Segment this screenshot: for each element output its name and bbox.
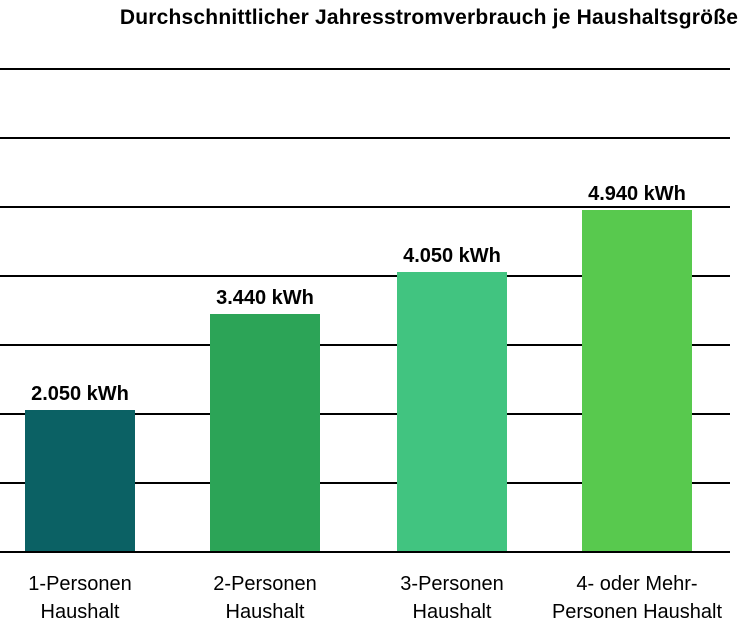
gridline: [0, 68, 730, 70]
gridline: [0, 551, 730, 553]
bar-value-label: 4.050 kWh: [403, 245, 501, 267]
bar-value-label: 4.940 kWh: [588, 183, 686, 205]
x-axis-label-line: Personen Haushalt: [551, 601, 723, 623]
x-axis-label: 3-Personen Haushalt: [332, 570, 572, 626]
gridline: [0, 206, 730, 208]
x-axis-label-line: 3-Personen: [400, 573, 504, 595]
x-axis-label-line: 2-Personen: [213, 573, 317, 595]
bar-value-label: 3.440 kWh: [216, 287, 314, 309]
plot-area: 2.050 kWh 3.440 kWh 4.050 kWh 4.940 kWh: [0, 68, 730, 553]
gridline: [0, 275, 730, 277]
x-axis-label-line: Haushalt: [40, 601, 120, 623]
x-axis-label-line: 1-Personen: [28, 573, 132, 595]
x-axis-label-line: 4- oder Mehr-: [576, 573, 698, 595]
x-axis-label-line: Haushalt: [225, 601, 305, 623]
gridline: [0, 137, 730, 139]
gridline: [0, 344, 730, 346]
gridline: [0, 482, 730, 484]
x-axis-label: 1-Personen Haushalt: [0, 570, 200, 626]
x-axis-label: 4- oder Mehr- Personen Haushalt: [517, 570, 745, 626]
x-axis-label-line: Haushalt: [412, 601, 492, 623]
bar: [25, 410, 135, 551]
bar: [582, 210, 692, 551]
x-axis-label: 2-Personen Haushalt: [145, 570, 385, 626]
bar: [210, 314, 320, 551]
bar: [397, 272, 507, 551]
gridline: [0, 413, 730, 415]
chart-title: Durchschnittlicher Jahresstromverbrauch …: [119, 6, 739, 29]
bar-value-label: 2.050 kWh: [31, 383, 129, 405]
